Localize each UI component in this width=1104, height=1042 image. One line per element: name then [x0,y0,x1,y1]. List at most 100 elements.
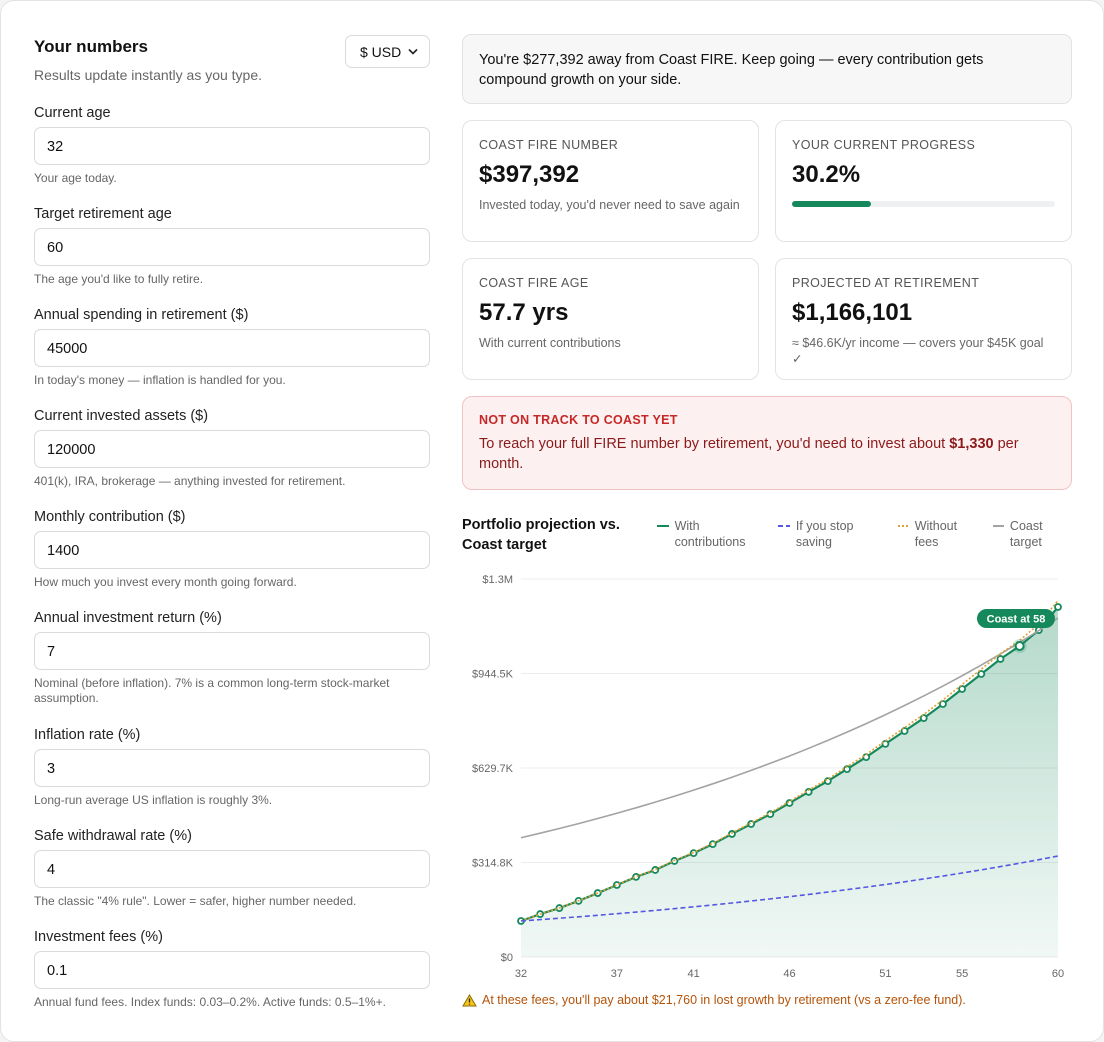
field-hint: In today's money — inflation is handled … [34,373,286,387]
alert-text: To reach your full FIRE number by retire… [479,434,1055,474]
text-input[interactable]: 45000 [34,329,430,367]
field: Annual spending in retirement ($) 45000 In… [34,307,430,408]
text-input[interactable]: 120000 [34,430,430,468]
card-note: Invested today, you'd never need to save… [479,198,740,212]
legend-item: With contributions [657,518,757,550]
point [977,670,986,678]
annotation-pill [977,609,1055,629]
field-label: Annual investment return (%) [34,610,222,626]
field-label: Monthly contribution ($) [34,509,186,525]
text-input[interactable]: 4 [34,850,430,888]
field-label: Inflation rate (%) [34,727,141,743]
card-label: COAST FIRE NUMBER [479,138,619,152]
field-label: Investment fees (%) [34,929,163,945]
text-input[interactable]: 0.1 [34,951,430,989]
text-input[interactable]: 32 [34,127,430,165]
text-input[interactable]: 1400 [34,531,430,569]
legend-item: Coast target [993,518,1063,550]
point [1054,603,1062,611]
field-label: Current age [34,105,111,121]
card: COAST FIRE AGE 57.7 yrs With current con… [462,258,759,380]
field-label: Current invested assets ($) [34,408,209,424]
field: Safe withdrawal rate (%) 4 The classic "4%… [34,828,430,929]
currency: $ USD [360,44,402,60]
card-note: ≈ $46.6K/yr income — covers your $45K go… [792,336,1044,366]
currency-select[interactable]: $ USD [345,35,430,68]
y-tick-label: $0 [501,952,513,964]
point [919,714,928,722]
legend-swatch [993,525,1004,527]
card-value: 57.7 yrs [479,299,569,326]
field: Annual investment return (%) 7 Nominal (be… [34,610,430,727]
x-tick-label: 60 [1052,968,1064,980]
field-hint: Nominal (before inflation). 7% is a comm… [34,676,390,705]
y-tick-label: $314.8K [472,858,514,870]
series-line [520,855,1059,922]
warning-icon [462,993,477,1006]
field-hint: Long-run average US inflation is roughly… [34,793,273,807]
progress-bar [792,201,872,207]
series-line [520,617,1059,839]
card-label: COAST FIRE AGE [479,276,589,290]
text-input[interactable]: 7 [34,632,430,670]
alert-body: To reach your full FIRE number by retire… [479,436,950,452]
warning-text: At these fees, you'll pay about $21,760 … [482,993,966,1007]
chart: $0 $314.8K $629.7K $944.5K $1.3M 32 37 41 46 51 55… [472,574,1064,980]
panel-title: Your numbers [34,37,148,56]
fields: Current age 32 Your age today. Target retir… [34,105,430,1030]
x-tick-label: 32 [515,968,527,980]
field-hint: Annual fund fees. Index funds: 0.03–0.2%… [34,995,386,1009]
chart-title: Portfolio projection vs. Coast target [462,517,620,553]
card-value: $397,392 [479,161,580,188]
y-tick-label: $629.7K [472,763,514,775]
field: Investment fees (%) 0.1 Annual fund fees. … [34,929,430,1030]
field: Current age 32 Your age today. [34,105,430,206]
field: Current invested assets ($) 120000 401(k),… [34,408,430,509]
annotation-point [1014,641,1025,652]
field: Target retirement age 60 The age you'd lik… [34,206,430,307]
card-label: PROJECTED AT RETIREMENT [792,276,980,290]
field-label: Safe withdrawal rate (%) [34,828,192,844]
chevron [408,48,418,55]
alert: NOT ON TRACK TO COAST YET To reach your … [462,396,1072,490]
progress-track [792,201,1055,207]
legend-label: Without fees [914,519,958,549]
area [521,607,1058,957]
field-hint: Your age today. [34,171,117,185]
field: Monthly contribution ($) 1400 How much you… [34,509,430,610]
y-tick-label: $1.3M [482,574,513,586]
field-hint: The age you'd like to fully retire. [34,272,204,286]
legend-label: Coast target [1009,519,1043,549]
point [728,830,736,838]
x-tick-label: 46 [783,968,795,980]
x-tick-label: 41 [687,968,699,980]
card-label: YOUR CURRENT PROGRESS [792,138,976,152]
card: COAST FIRE NUMBER $397,392 Invested toda… [462,120,759,242]
fee-warning: At these fees, you'll pay about $21,760 … [462,993,966,1007]
panel-subtitle: Results update instantly as you type. [34,67,263,83]
alert-title: NOT ON TRACK TO COAST YET [479,413,678,427]
legend-label: If you stop saving [795,519,854,549]
point [958,685,967,693]
field-label: Target retirement age [34,206,172,222]
legend-swatch [898,525,909,527]
alert-end: per month. [479,436,1019,472]
legend-item: Without fees [898,518,968,550]
card: PROJECTED AT RETIREMENT $1,166,101 ≈ $46… [775,258,1072,380]
alert-amount: $1,330 [949,436,994,452]
field-hint: The classic "4% rule". Lower = safer, hi… [34,894,357,908]
legend-label: With contributions [674,519,746,549]
legend-swatch [657,525,669,527]
annotation-label: Coast at 58 [987,614,1046,626]
x-tick-label: 37 [611,968,623,980]
status-banner: You're $277,392 away from Coast FIRE. Ke… [462,34,1072,104]
field: Inflation rate (%) 3 Long-run average US i… [34,727,430,828]
y-tick-label: $944.5K [472,669,514,681]
field-label: Annual spending in retirement ($) [34,307,249,323]
x-tick-label: 51 [879,968,891,980]
point [939,700,947,708]
text-input[interactable]: 60 [34,228,430,266]
text-input[interactable]: 3 [34,749,430,787]
field-hint: How much you invest every month going fo… [34,575,297,589]
